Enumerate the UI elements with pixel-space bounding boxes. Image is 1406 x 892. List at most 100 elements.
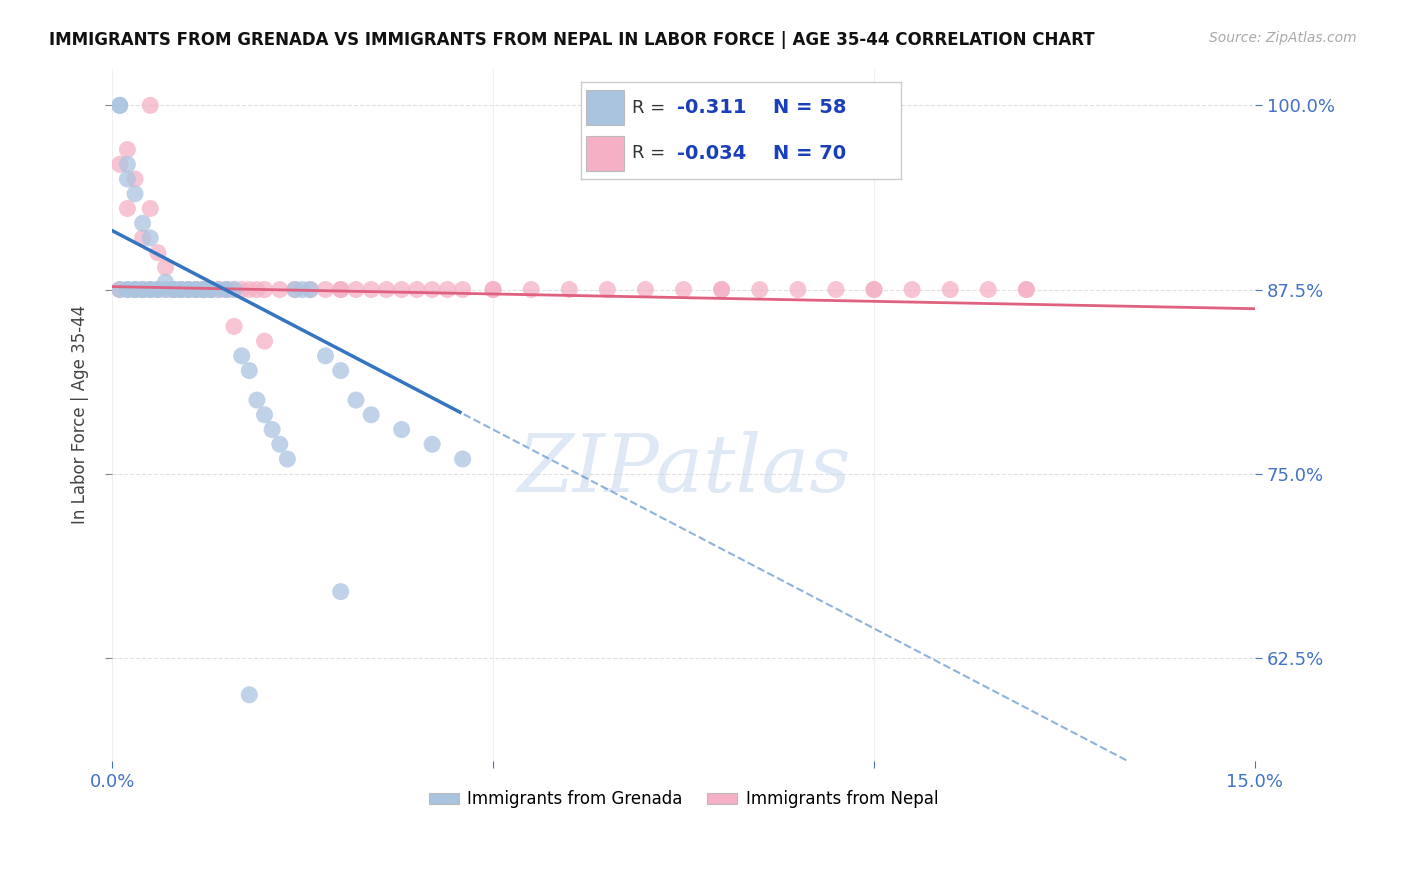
Point (406, 283, 429, 297)
Point (863, 283, 886, 297)
Point (193, 283, 215, 297)
Point (184, 283, 207, 297)
Point (200, 283, 222, 297)
Point (117, 157, 139, 171)
Point (208, 283, 231, 297)
Point (329, 363, 352, 377)
Point (269, 283, 291, 297)
Point (672, 283, 695, 297)
Point (170, 283, 193, 297)
Point (108, 98, 131, 112)
Point (108, 157, 131, 171)
Point (108, 283, 131, 297)
Point (208, 283, 231, 297)
Point (329, 283, 352, 297)
Text: IMMIGRANTS FROM GRENADA VS IMMIGRANTS FROM NEPAL IN LABOR FORCE | AGE 35-44 CORR: IMMIGRANTS FROM GRENADA VS IMMIGRANTS FR… (49, 31, 1095, 49)
Point (155, 283, 177, 297)
Point (231, 283, 253, 297)
Point (162, 283, 184, 297)
Point (200, 283, 222, 297)
Point (108, 98, 131, 112)
Point (170, 283, 193, 297)
Point (170, 283, 193, 297)
Point (222, 283, 245, 297)
Point (162, 283, 184, 297)
Point (222, 283, 245, 297)
Point (193, 283, 215, 297)
Point (391, 423, 413, 437)
Point (238, 363, 260, 377)
Y-axis label: In Labor Force | Age 35-44: In Labor Force | Age 35-44 (72, 305, 89, 524)
Point (314, 349, 336, 363)
Point (193, 283, 215, 297)
Point (710, 283, 733, 297)
Point (710, 283, 733, 297)
Point (131, 216, 153, 230)
Point (291, 283, 314, 297)
Point (215, 283, 238, 297)
Point (184, 283, 207, 297)
Point (634, 283, 657, 297)
Point (420, 437, 443, 451)
Point (284, 283, 307, 297)
Point (124, 186, 146, 201)
Text: Source: ZipAtlas.com: Source: ZipAtlas.com (1209, 31, 1357, 45)
Point (146, 283, 169, 297)
Point (146, 283, 169, 297)
Point (215, 283, 238, 297)
Point (314, 283, 336, 297)
Point (360, 283, 382, 297)
Point (117, 202, 139, 216)
Point (124, 172, 146, 186)
Point (231, 349, 253, 363)
Point (146, 283, 169, 297)
Point (184, 283, 207, 297)
Point (939, 283, 962, 297)
Point (146, 245, 169, 260)
Point (375, 283, 398, 297)
Point (146, 283, 169, 297)
Point (162, 283, 184, 297)
Point (131, 283, 153, 297)
Point (124, 283, 146, 297)
Point (139, 98, 162, 112)
Point (155, 283, 177, 297)
Point (436, 283, 458, 297)
Point (329, 584, 352, 599)
Point (139, 283, 162, 297)
Point (344, 283, 367, 297)
Point (131, 283, 153, 297)
Point (253, 283, 276, 297)
Point (193, 283, 215, 297)
Point (162, 283, 184, 297)
Point (177, 283, 200, 297)
Point (200, 283, 222, 297)
Point (901, 283, 924, 297)
Point (482, 283, 505, 297)
Point (451, 283, 474, 297)
Point (222, 319, 245, 334)
Point (139, 283, 162, 297)
Point (284, 283, 307, 297)
Point (184, 283, 207, 297)
Point (139, 231, 162, 245)
Point (786, 283, 808, 297)
Point (451, 452, 474, 467)
Point (139, 202, 162, 216)
Point (117, 172, 139, 186)
Point (177, 283, 200, 297)
Point (124, 283, 146, 297)
Point (1015, 283, 1038, 297)
Point (246, 393, 269, 408)
Point (131, 231, 153, 245)
Point (117, 283, 139, 297)
Point (520, 283, 543, 297)
Legend: Immigrants from Grenada, Immigrants from Nepal: Immigrants from Grenada, Immigrants from… (422, 784, 945, 815)
Point (276, 452, 298, 467)
Point (162, 283, 184, 297)
Point (329, 283, 352, 297)
Point (246, 283, 269, 297)
Point (482, 283, 505, 297)
Point (162, 283, 184, 297)
Point (139, 283, 162, 297)
